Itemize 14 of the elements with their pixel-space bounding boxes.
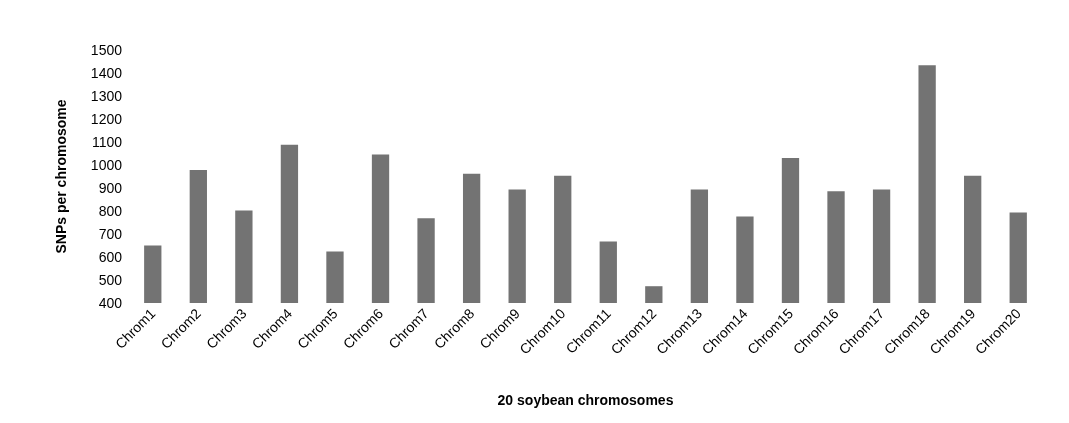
y-tick-label: 1200: [90, 111, 123, 127]
y-tick-label: 1100: [91, 134, 123, 150]
y-tick-label: 1000: [90, 157, 123, 173]
y-tick-label: 1500: [90, 42, 123, 58]
y-axis-title: SNPs per chromosome: [53, 99, 69, 254]
y-tick-label: 500: [98, 272, 123, 288]
y-tick-label: 900: [98, 180, 123, 196]
y-tick-label: 400: [98, 295, 123, 311]
x-axis-title: 20 soybean chromosomes: [497, 392, 674, 408]
y-tick-label: 600: [98, 249, 123, 265]
y-tick-label: 700: [98, 226, 123, 242]
y-tick-label: 1400: [90, 65, 123, 81]
y-tick-label: 1300: [90, 88, 123, 104]
y-tick-label: 800: [98, 203, 123, 219]
